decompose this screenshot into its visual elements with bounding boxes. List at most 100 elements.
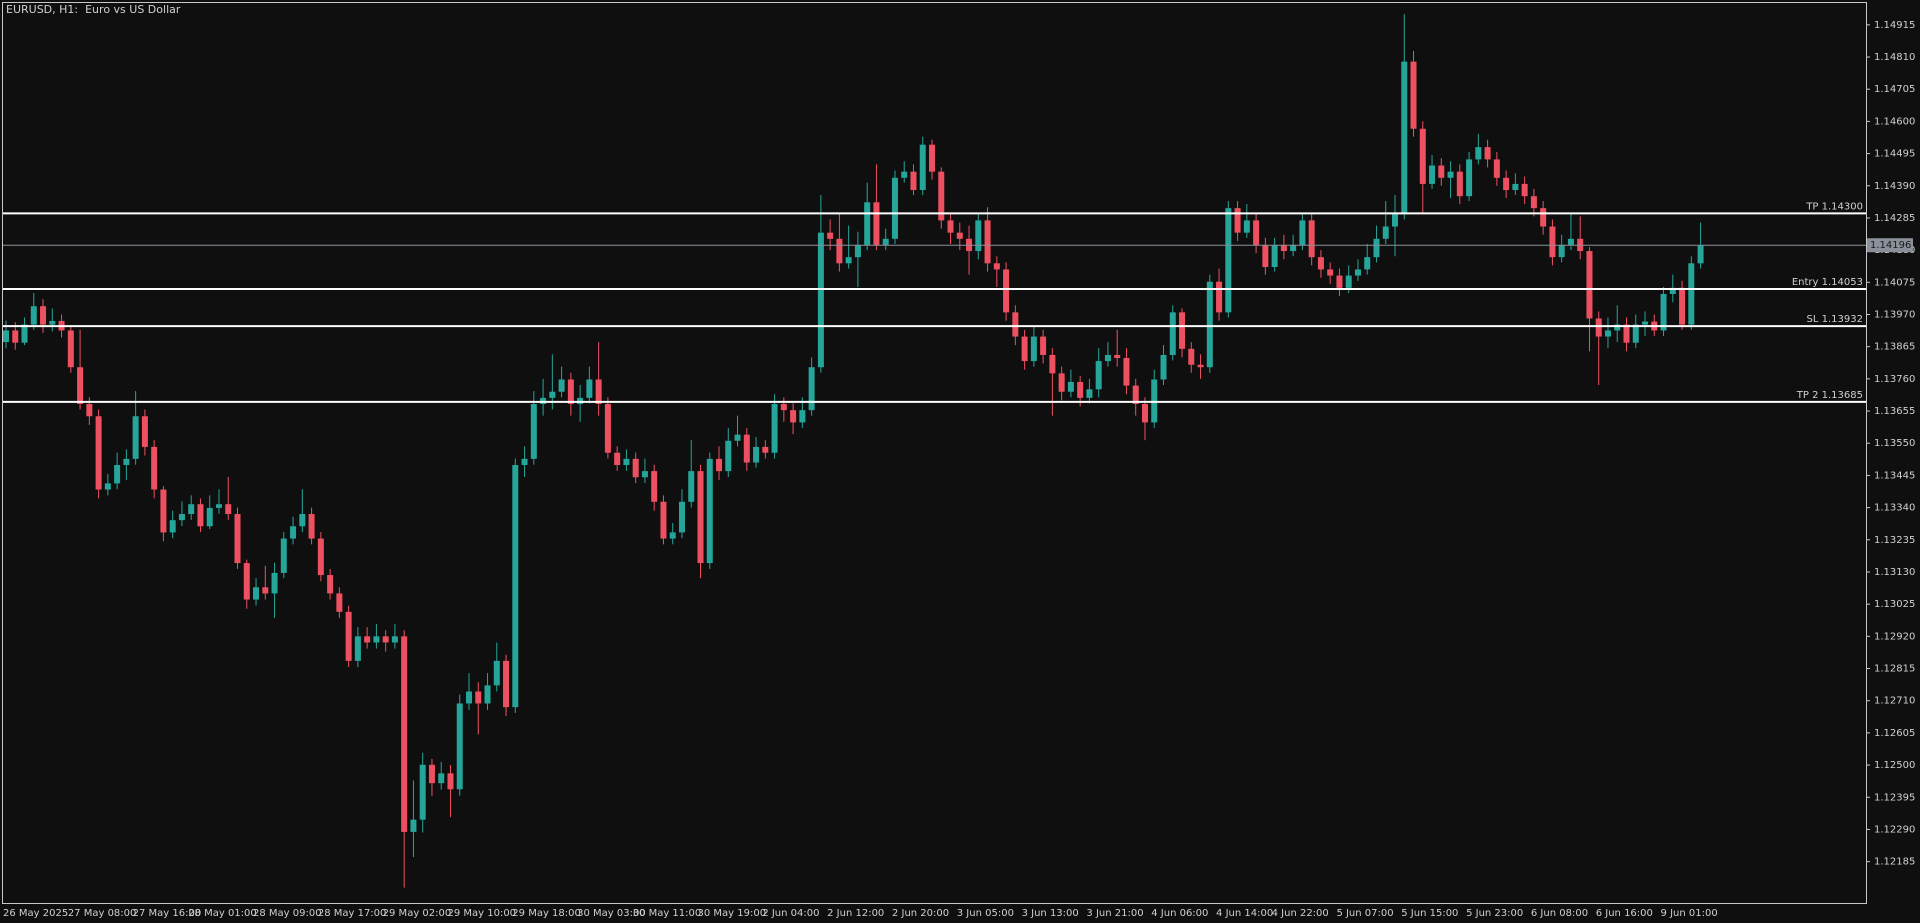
- candle-body: [1012, 312, 1019, 337]
- level-label: Entry 1.14053: [1792, 277, 1863, 288]
- candle-body: [1466, 159, 1473, 197]
- x-tick-label: 28 May 17:00: [318, 908, 387, 919]
- candle-body: [401, 636, 408, 832]
- y-tick-label: 1.12290: [1874, 824, 1915, 835]
- candle-body: [206, 507, 213, 527]
- candle-body: [308, 514, 315, 539]
- candle-body: [632, 458, 639, 478]
- y-tick-label: 1.14810: [1874, 52, 1915, 63]
- y-tick-label: 1.13235: [1874, 535, 1915, 546]
- candle-body: [419, 764, 426, 820]
- x-tick-label: 3 Jun 21:00: [1086, 908, 1143, 919]
- candle-body: [475, 691, 482, 704]
- candle-body: [271, 572, 278, 594]
- level-label: SL 1.13932: [1807, 314, 1863, 325]
- candle-body: [993, 263, 1000, 270]
- candle-body: [1030, 336, 1037, 362]
- y-tick-label: 1.14600: [1874, 116, 1915, 127]
- candle-body: [734, 434, 741, 441]
- candle-body: [1530, 196, 1537, 209]
- candle-body: [215, 504, 222, 508]
- candle-body: [225, 504, 232, 515]
- candle-body: [780, 403, 787, 411]
- candle-body: [95, 416, 102, 490]
- candle-body: [1392, 214, 1398, 227]
- candle-body: [882, 238, 889, 245]
- level-label: TP 1.14300: [1805, 201, 1863, 212]
- candle-body: [678, 501, 685, 533]
- candle-body: [1077, 381, 1084, 398]
- candle-body: [1345, 275, 1352, 288]
- x-tick-label: 2 Jun 04:00: [762, 908, 819, 919]
- candle-body: [456, 703, 463, 790]
- candle-body: [1567, 238, 1574, 245]
- candle-body: [799, 410, 806, 423]
- candle-body: [688, 471, 695, 502]
- candle-body: [391, 636, 398, 643]
- candle-body: [77, 367, 84, 404]
- candle-body: [178, 514, 185, 521]
- y-tick-label: 1.12815: [1874, 664, 1915, 675]
- y-tick-label: 1.12920: [1874, 631, 1915, 642]
- x-tick-label: 5 Jun 23:00: [1466, 908, 1523, 919]
- candle-body: [1401, 61, 1408, 215]
- candle-body: [1271, 244, 1278, 267]
- candle-body: [512, 464, 519, 708]
- candle-body: [447, 773, 454, 790]
- y-tick-label: 1.14285: [1874, 213, 1915, 224]
- candle-body: [623, 458, 630, 465]
- candle-body: [1169, 312, 1176, 355]
- x-tick-label: 4 Jun 22:00: [1272, 908, 1329, 919]
- y-tick-label: 1.14495: [1874, 149, 1915, 160]
- candle-body: [1058, 373, 1065, 392]
- candle-body: [1188, 348, 1195, 365]
- candle-body: [12, 330, 19, 343]
- y-tick-label: 1.13865: [1874, 342, 1915, 353]
- candle-body: [40, 306, 47, 325]
- candle-body: [104, 483, 111, 490]
- candle-body: [141, 416, 148, 447]
- candle-body: [114, 464, 121, 484]
- candle-body: [1410, 61, 1417, 129]
- candle-body: [1623, 324, 1630, 343]
- candle-body: [549, 391, 556, 398]
- candle-body: [595, 379, 602, 404]
- candle-body: [1503, 177, 1510, 191]
- y-tick-label: 1.14915: [1874, 20, 1915, 31]
- candle-body: [771, 403, 778, 453]
- candle-body: [1141, 403, 1148, 423]
- candle-body: [1632, 324, 1639, 343]
- x-tick-label: 4 Jun 14:00: [1216, 908, 1273, 919]
- candle-body: [132, 416, 139, 459]
- candle-body: [1595, 318, 1602, 337]
- candle-body: [614, 452, 621, 465]
- candle-body: [1438, 165, 1445, 178]
- candle-body: [725, 440, 732, 472]
- candle-body: [1429, 165, 1436, 184]
- candle-body: [762, 446, 769, 453]
- candle-body: [873, 202, 880, 245]
- candle-body: [1317, 257, 1324, 270]
- candle-body: [1308, 220, 1315, 258]
- candle-body: [1234, 208, 1241, 233]
- candle-body: [1364, 257, 1371, 270]
- candle-body: [234, 514, 241, 564]
- y-tick-label: 1.13445: [1874, 470, 1915, 481]
- chart-title: EURUSD, H1: Euro vs US Dollar: [6, 3, 181, 16]
- candle-body: [1669, 287, 1676, 294]
- y-tick-label: 1.12500: [1874, 760, 1915, 771]
- x-tick-label: 2 Jun 12:00: [827, 908, 884, 919]
- candle-body: [1336, 275, 1343, 288]
- candle-body: [151, 446, 158, 490]
- candle-body: [373, 636, 380, 643]
- last-price-label: 1.14196: [1870, 240, 1911, 251]
- candle-body: [169, 520, 176, 533]
- candle-body: [697, 471, 704, 564]
- x-tick-label: 26 May 2025: [3, 908, 68, 919]
- x-tick-label: 29 May 10:00: [447, 908, 516, 919]
- y-tick-label: 1.12185: [1874, 857, 1915, 868]
- candle-body: [336, 593, 343, 612]
